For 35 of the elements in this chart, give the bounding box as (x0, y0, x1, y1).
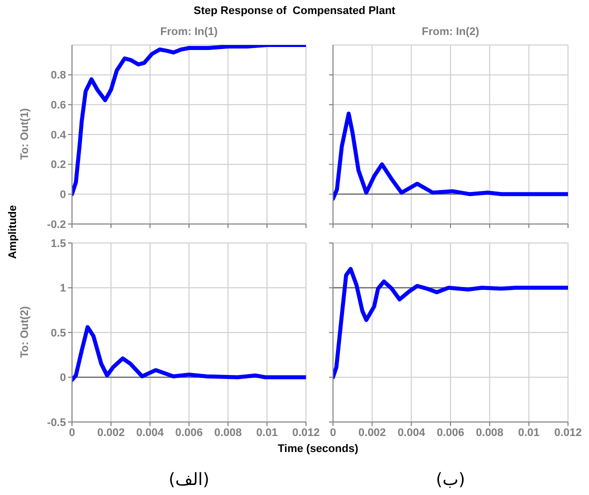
x-tick-label: 0.002 (97, 426, 125, 439)
y-tick-label: 1.5 (50, 238, 66, 250)
y-tick-label: -0.5 (47, 416, 66, 429)
chart-subtitle: From: In(1) (159, 26, 219, 38)
x-tick-label: 0.008 (214, 426, 242, 439)
y-tick-label: -0.2 (47, 218, 66, 231)
x-tick-label: 0.01 (518, 426, 540, 439)
x-tick-label: 0.006 (175, 426, 203, 439)
chart-title: Step Response of Compensated Plant (192, 5, 396, 17)
text: (ب) (434, 470, 466, 490)
y-axis-title: To: Out(1) (19, 106, 31, 162)
x-tick-label: 0.012 (554, 426, 582, 439)
y-tick-label: 0 (60, 189, 66, 202)
y-tick-label: 0 (60, 372, 66, 384)
x-tick-label: 0.002 (358, 426, 386, 439)
y-tick-label: 0.8 (50, 70, 66, 82)
y-tick-label: 0.2 (50, 159, 66, 172)
x-tick-label: 0.006 (436, 426, 464, 439)
y-tick-label: 0.4 (50, 129, 67, 142)
x-tick-label: 0.01 (256, 426, 278, 439)
x-tick-label: 0.012 (292, 426, 320, 439)
x-tick-label: 0.004 (136, 426, 165, 439)
text: (الف) (168, 470, 210, 490)
y-axis-title: To: Out(2) (19, 304, 31, 360)
x-axis-title: Time (seconds) (276, 443, 360, 455)
x-tick-label: 0 (330, 426, 336, 439)
x-tick-label: 0 (68, 426, 76, 439)
y-tick-label: 1 (60, 282, 66, 295)
x-tick-label: 0.008 (476, 426, 504, 439)
line-series (72, 325, 306, 382)
text: Amplitude (7, 204, 19, 261)
x-tick-label: 0.004 (398, 426, 426, 439)
y-tick-label: 0.5 (50, 327, 66, 340)
chart-subtitle: From: In(2) (420, 26, 480, 38)
y-tick-label: 0.6 (50, 100, 66, 112)
